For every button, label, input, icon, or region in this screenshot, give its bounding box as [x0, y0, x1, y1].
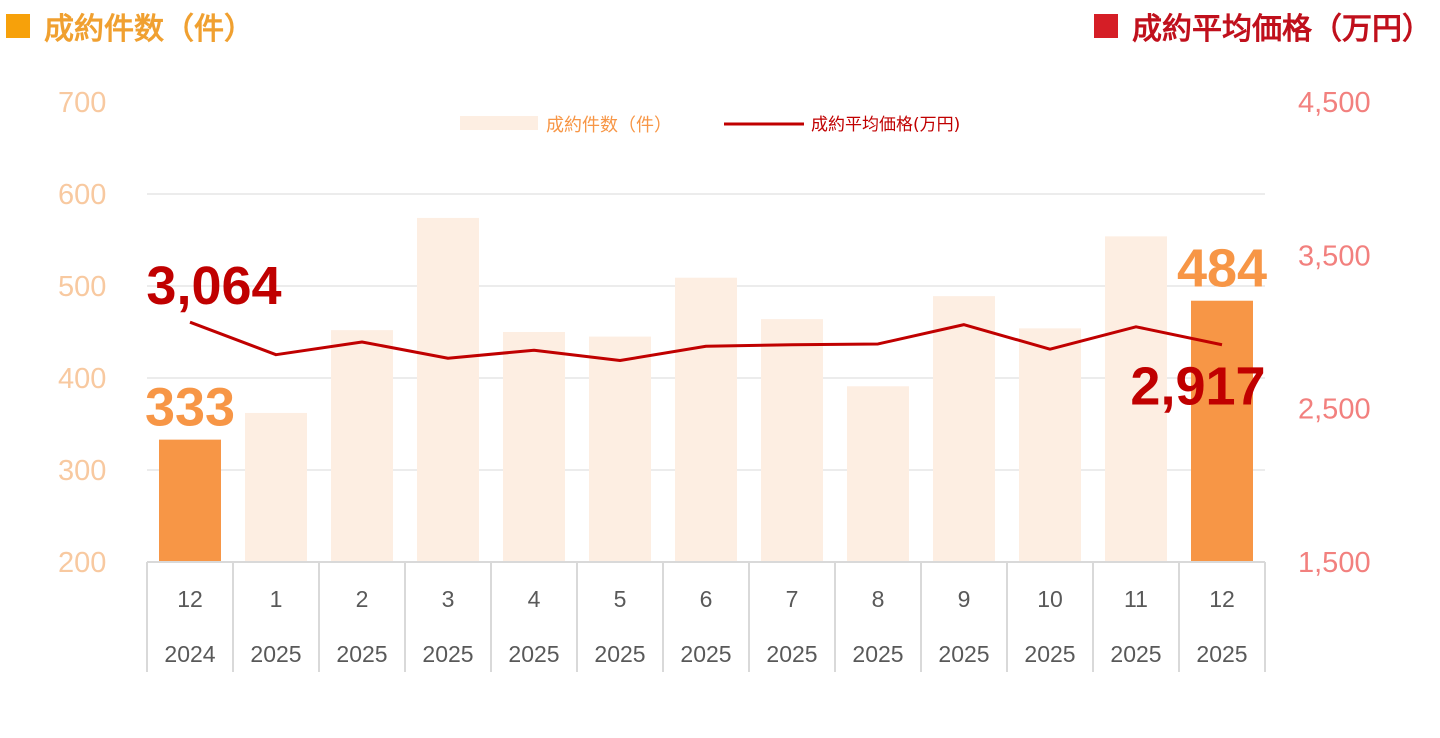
- left-axis-title-text: 成約件数（件）: [44, 12, 254, 47]
- month-label: 2: [356, 586, 369, 612]
- year-label: 2025: [1024, 641, 1075, 667]
- bar-3: [417, 217, 479, 563]
- bar-6: [675, 277, 737, 562]
- year-label: 2025: [250, 641, 301, 667]
- month-label: 12: [1209, 586, 1235, 612]
- line-series: [189, 320, 1223, 363]
- month-label: 1: [270, 586, 283, 612]
- left-tick-label: 200: [58, 547, 106, 579]
- right-tick-label: 4,500: [1298, 87, 1371, 119]
- left-tick-label: 500: [58, 271, 106, 303]
- month-label: 11: [1124, 586, 1148, 612]
- line-data-label: 3,064: [146, 256, 281, 316]
- month-label: 4: [528, 586, 541, 612]
- bar-8: [847, 386, 909, 562]
- line-data-label: 2,917: [1130, 357, 1265, 417]
- bar-5: [589, 336, 651, 562]
- bar-4: [503, 332, 565, 562]
- legend-line-label: 成約平均価格(万円): [811, 115, 960, 135]
- bar-data-label: 333: [145, 378, 235, 438]
- year-label: 2024: [164, 641, 215, 667]
- year-label: 2025: [1110, 641, 1161, 667]
- month-label: 7: [786, 586, 799, 612]
- month-label: 5: [614, 586, 627, 612]
- year-label: 2025: [852, 641, 903, 667]
- month-label: 3: [442, 586, 455, 612]
- year-label: 2025: [680, 641, 731, 667]
- right-axis-ticks: 4,500 3,500 2,500 1,500: [1298, 87, 1371, 579]
- bar-7: [761, 319, 823, 562]
- left-axis-ticks: 700 600 500 400 300 200: [58, 87, 106, 579]
- bar-11: [1105, 236, 1167, 562]
- right-tick-label: 2,500: [1298, 394, 1371, 426]
- month-label: 8: [872, 586, 885, 612]
- year-label: 2025: [594, 641, 645, 667]
- month-label: 10: [1037, 586, 1063, 612]
- bar-10: [1019, 328, 1081, 562]
- bar-series: [159, 217, 1253, 563]
- year-label: 2025: [422, 641, 473, 667]
- left-tick-label: 700: [58, 87, 106, 119]
- data-labels: 333 484 3,064 2,917: [145, 239, 1267, 438]
- right-axis-title: 成約平均価格（万円）: [1094, 4, 1432, 48]
- legend-bar-swatch: [460, 116, 538, 130]
- legend-bar-label: 成約件数（件）: [546, 115, 672, 136]
- bar-2: [331, 330, 393, 562]
- bar-0: [159, 439, 221, 562]
- bar-data-label: 484: [1177, 239, 1267, 299]
- month-label: 12: [177, 586, 203, 612]
- year-label: 2025: [1196, 641, 1247, 667]
- right-tick-label: 1,500: [1298, 547, 1371, 579]
- red-square-icon: [1094, 14, 1118, 38]
- right-axis-title-text: 成約平均価格（万円）: [1132, 12, 1432, 47]
- year-label: 2025: [336, 641, 387, 667]
- right-tick-label: 3,500: [1298, 240, 1371, 272]
- legend: 成約件数（件） 成約平均価格(万円): [460, 115, 960, 136]
- price-line: [189, 320, 1223, 363]
- left-tick-label: 300: [58, 455, 106, 487]
- bar-9: [933, 296, 995, 562]
- month-label: 9: [958, 586, 971, 612]
- left-axis-title: 成約件数（件）: [6, 4, 254, 48]
- category-axis: 12 2024 1 2025 2 2025 3 2025 4 2025 5 2025 6 2025 7 202…: [146, 561, 1266, 672]
- left-tick-label: 600: [58, 179, 106, 211]
- orange-square-icon: [6, 14, 30, 38]
- bar-1: [245, 412, 307, 562]
- year-label: 2025: [766, 641, 817, 667]
- month-label: 6: [700, 586, 713, 612]
- year-label: 2025: [508, 641, 559, 667]
- year-label: 2025: [938, 641, 989, 667]
- left-tick-label: 400: [58, 363, 106, 395]
